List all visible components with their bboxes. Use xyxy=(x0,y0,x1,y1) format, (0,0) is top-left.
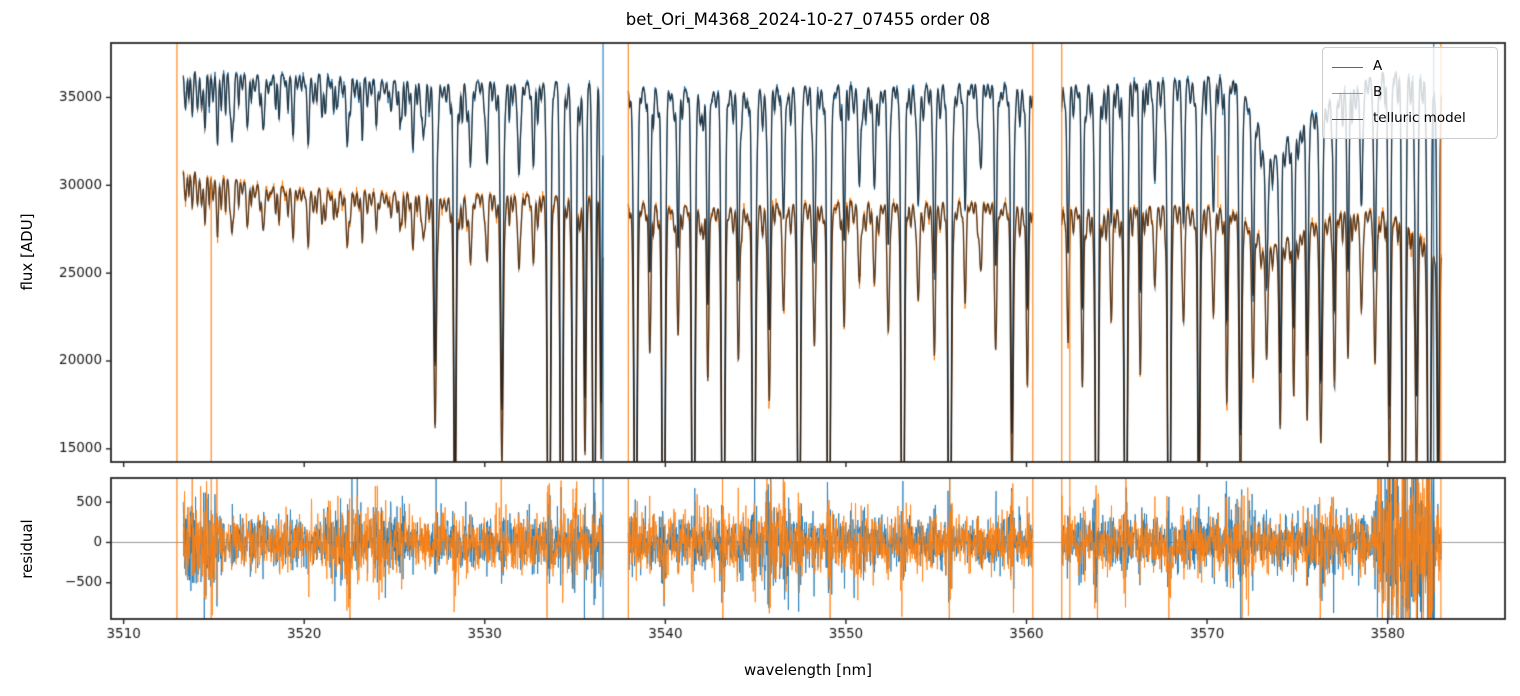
legend-label-a: A xyxy=(1373,58,1383,75)
legend-line-sample-telluric xyxy=(1332,118,1363,120)
legend-line-sample-b xyxy=(1332,92,1363,94)
legend-entry-b: B xyxy=(1332,80,1497,106)
legend-line-sample-a xyxy=(1332,66,1363,68)
legend-entry-telluric: telluric model xyxy=(1332,106,1497,132)
legend-label-b: B xyxy=(1373,84,1383,101)
wavelength-axis-label: wavelength [nm] xyxy=(744,661,872,679)
legend-label-telluric: telluric model xyxy=(1373,110,1466,127)
legend: A B telluric model xyxy=(1322,47,1498,139)
legend-entry-a: A xyxy=(1332,54,1497,80)
residual-axis-label: residual xyxy=(18,519,36,579)
flux-axis-label: flux [ADU] xyxy=(18,213,36,291)
chart-title: bet_Ori_M4368_2024-10-27_07455 order 08 xyxy=(625,10,991,29)
